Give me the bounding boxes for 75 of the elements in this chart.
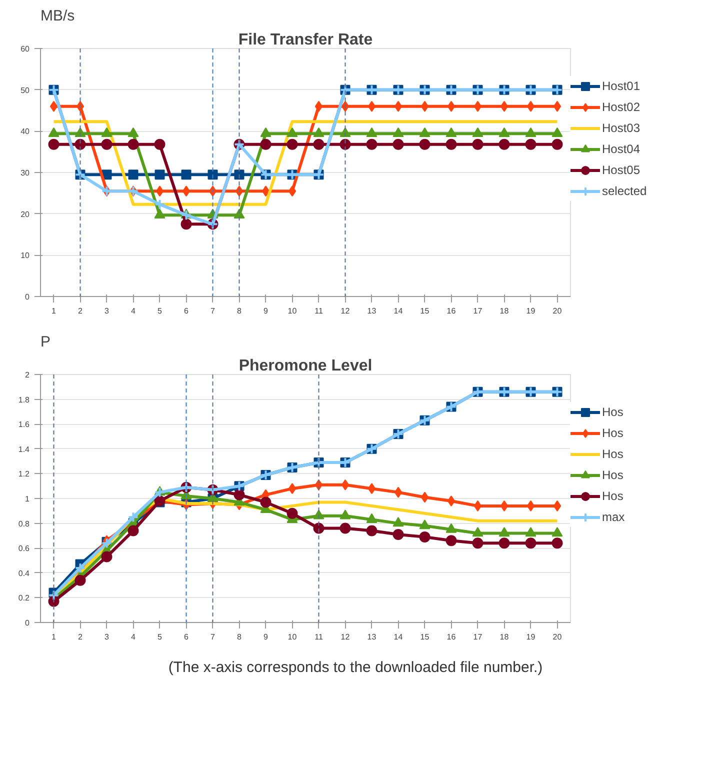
x-tick-label: 2 bbox=[78, 306, 84, 316]
legend-label: Hos bbox=[602, 447, 624, 461]
x-tick-label: 10 bbox=[288, 306, 298, 316]
x-tick-label: 4 bbox=[131, 306, 136, 316]
legend-label: Hos bbox=[602, 405, 624, 419]
legend-label: Hos bbox=[602, 468, 624, 482]
legend-label: Host04 bbox=[602, 142, 640, 156]
x-tick-label: 9 bbox=[264, 306, 269, 316]
x-tick-label: 7 bbox=[210, 306, 216, 316]
chart-title: File Transfer Rate bbox=[238, 32, 373, 48]
x-tick-label: 6 bbox=[184, 306, 190, 316]
legend-label: max bbox=[602, 510, 625, 524]
x-tick-label: 1 bbox=[52, 632, 57, 642]
x-tick-label: 5 bbox=[158, 632, 163, 642]
x-tick-label: 11 bbox=[314, 306, 324, 316]
x-tick-label: 2 bbox=[78, 632, 84, 642]
legend-label: selected bbox=[602, 184, 647, 198]
y-axis-title: P bbox=[40, 334, 51, 350]
x-tick-label: 9 bbox=[264, 632, 269, 642]
y-tick-label: 2 bbox=[25, 370, 30, 380]
legend-label: Host03 bbox=[602, 121, 640, 135]
x-tick-label: 18 bbox=[500, 632, 510, 642]
chart-title: Pheromone Level bbox=[238, 358, 372, 374]
x-tick-label: 17 bbox=[473, 306, 483, 316]
legend-label: Hos bbox=[602, 426, 624, 440]
y-tick-label: 1 bbox=[25, 494, 30, 504]
y-tick-label: 0 bbox=[25, 618, 30, 628]
text: (The x-axis corresponds to the downloaded file number.) bbox=[168, 658, 543, 678]
y-tick-label: 1.8 bbox=[18, 395, 30, 404]
x-tick-label: 14 bbox=[394, 306, 404, 316]
y-axis-title: MB/s bbox=[40, 8, 75, 24]
legend-label: Host05 bbox=[602, 163, 640, 177]
y-tick-label: 0.2 bbox=[18, 594, 30, 603]
x-tick-label: 11 bbox=[314, 632, 324, 642]
y-tick-label: 20 bbox=[20, 210, 30, 219]
y-tick-label: 10 bbox=[20, 251, 30, 260]
legend-label: Hos bbox=[602, 489, 624, 503]
x-tick-label: 8 bbox=[237, 306, 242, 316]
x-tick-label: 20 bbox=[552, 632, 562, 642]
x-tick-label: 20 bbox=[552, 306, 562, 316]
x-tick-label: 10 bbox=[288, 632, 298, 642]
x-tick-label: 16 bbox=[446, 306, 456, 316]
x-tick-label: 7 bbox=[210, 632, 216, 642]
y-tick-label: 1.4 bbox=[18, 444, 30, 454]
x-tick-label: 1 bbox=[52, 306, 57, 316]
legend-label: Host02 bbox=[602, 100, 640, 114]
x-tick-label: 8 bbox=[237, 632, 242, 642]
y-tick-label: 0.4 bbox=[18, 568, 30, 578]
y-tick-label: 0.6 bbox=[18, 544, 30, 554]
x-tick-label: 12 bbox=[340, 306, 350, 316]
x-tick-label: 3 bbox=[104, 306, 110, 316]
y-tick-label: 1.2 bbox=[18, 470, 30, 479]
x-tick-label: 15 bbox=[420, 306, 430, 316]
x-tick-label: 15 bbox=[420, 632, 430, 642]
y-tick-label: 60 bbox=[20, 44, 30, 54]
y-tick-label: 50 bbox=[20, 86, 30, 95]
x-tick-label: 19 bbox=[526, 306, 536, 316]
legend-label: Host01 bbox=[602, 79, 640, 93]
x-tick-label: 14 bbox=[394, 632, 404, 642]
y-tick-label: 40 bbox=[20, 127, 30, 136]
x-tick-label: 16 bbox=[446, 632, 456, 642]
x-tick-label: 17 bbox=[473, 632, 483, 642]
x-tick-label: 5 bbox=[158, 306, 163, 316]
x-tick-label: 18 bbox=[500, 306, 510, 316]
x-tick-label: 19 bbox=[526, 632, 536, 642]
x-tick-label: 13 bbox=[367, 306, 377, 316]
y-tick-label: 0.8 bbox=[18, 519, 30, 528]
x-tick-label: 6 bbox=[184, 632, 190, 642]
y-tick-label: 1.6 bbox=[18, 420, 30, 430]
x-tick-label: 4 bbox=[131, 632, 136, 642]
x-tick-label: 12 bbox=[340, 632, 350, 642]
y-tick-label: 0 bbox=[25, 292, 30, 302]
x-tick-label: 13 bbox=[367, 632, 377, 642]
y-tick-label: 30 bbox=[20, 168, 30, 178]
x-tick-label: 3 bbox=[104, 632, 110, 642]
